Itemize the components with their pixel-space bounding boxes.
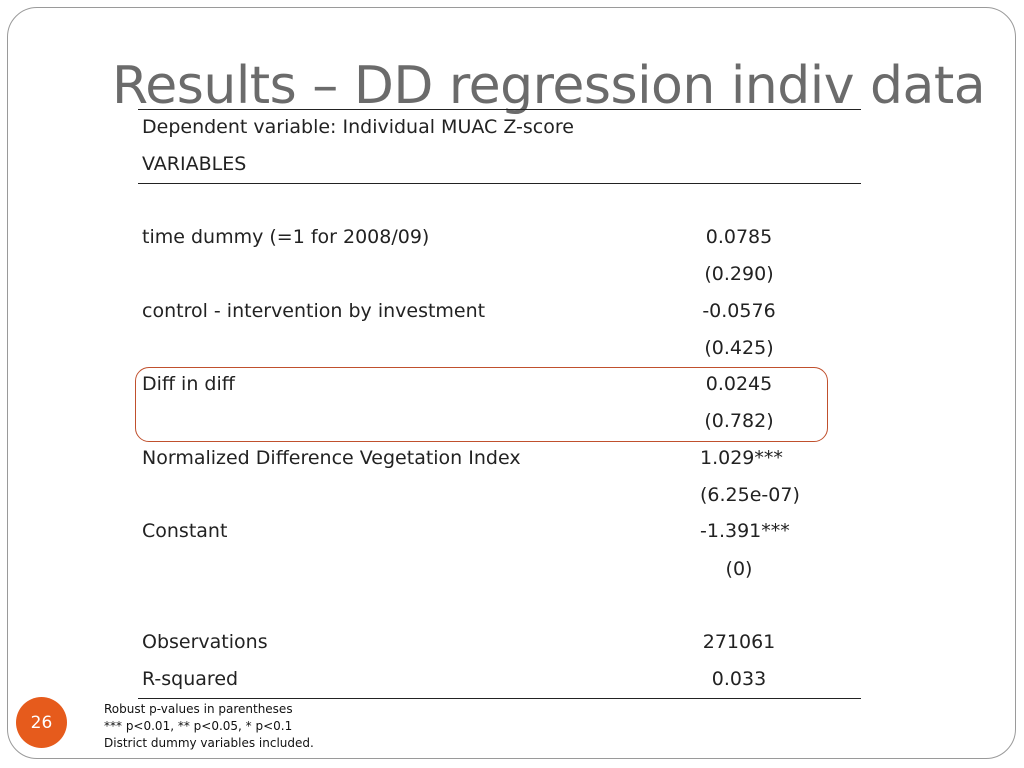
row-coef-constant: -1.391***: [700, 520, 790, 542]
row-pval-diff-in-diff: (0.782): [704, 410, 774, 432]
slide-title: Results – DD regression indiv data: [112, 56, 986, 116]
row-pval-time-dummy: (0.290): [704, 263, 774, 285]
row-coef-time-dummy: 0.0785: [705, 226, 773, 248]
row-coef-ndvi: 1.029***: [700, 447, 783, 469]
row-label-control-intervention: control - intervention by investment: [142, 300, 486, 322]
table-top-rule: [138, 109, 861, 110]
note-robust-pvalues: Robust p-values in parentheses: [104, 702, 293, 716]
slide-number-badge: 26: [16, 697, 67, 748]
row-pval-constant: (0): [725, 558, 753, 580]
row-coef-control-intervention: -0.0576: [702, 300, 776, 322]
slide-frame: [7, 7, 1016, 759]
rsquared-value: 0.033: [711, 668, 767, 690]
row-pval-ndvi: (6.25e-07): [700, 484, 800, 506]
row-label-ndvi: Normalized Difference Vegetation Index: [142, 447, 521, 469]
row-pval-control-intervention: (0.425): [704, 337, 774, 359]
note-district-dummies: District dummy variables included.: [104, 736, 314, 750]
observations-label: Observations: [142, 631, 268, 653]
row-label-time-dummy: time dummy (=1 for 2008/09): [142, 226, 430, 248]
dependent-variable-label: Dependent variable: Individual MUAC Z-sc…: [142, 116, 574, 138]
diff-in-diff-highlight: [135, 367, 828, 442]
header-rule: [138, 183, 861, 184]
row-label-diff-in-diff: Diff in diff: [142, 373, 235, 395]
rsquared-label: R-squared: [142, 668, 239, 690]
row-coef-diff-in-diff: 0.0245: [705, 373, 773, 395]
row-label-constant: Constant: [142, 520, 228, 542]
note-significance: *** p<0.01, ** p<0.05, * p<0.1: [104, 719, 293, 733]
observations-value: 271061: [702, 631, 776, 653]
variables-header: VARIABLES: [142, 153, 247, 175]
table-bottom-rule: [138, 698, 861, 699]
